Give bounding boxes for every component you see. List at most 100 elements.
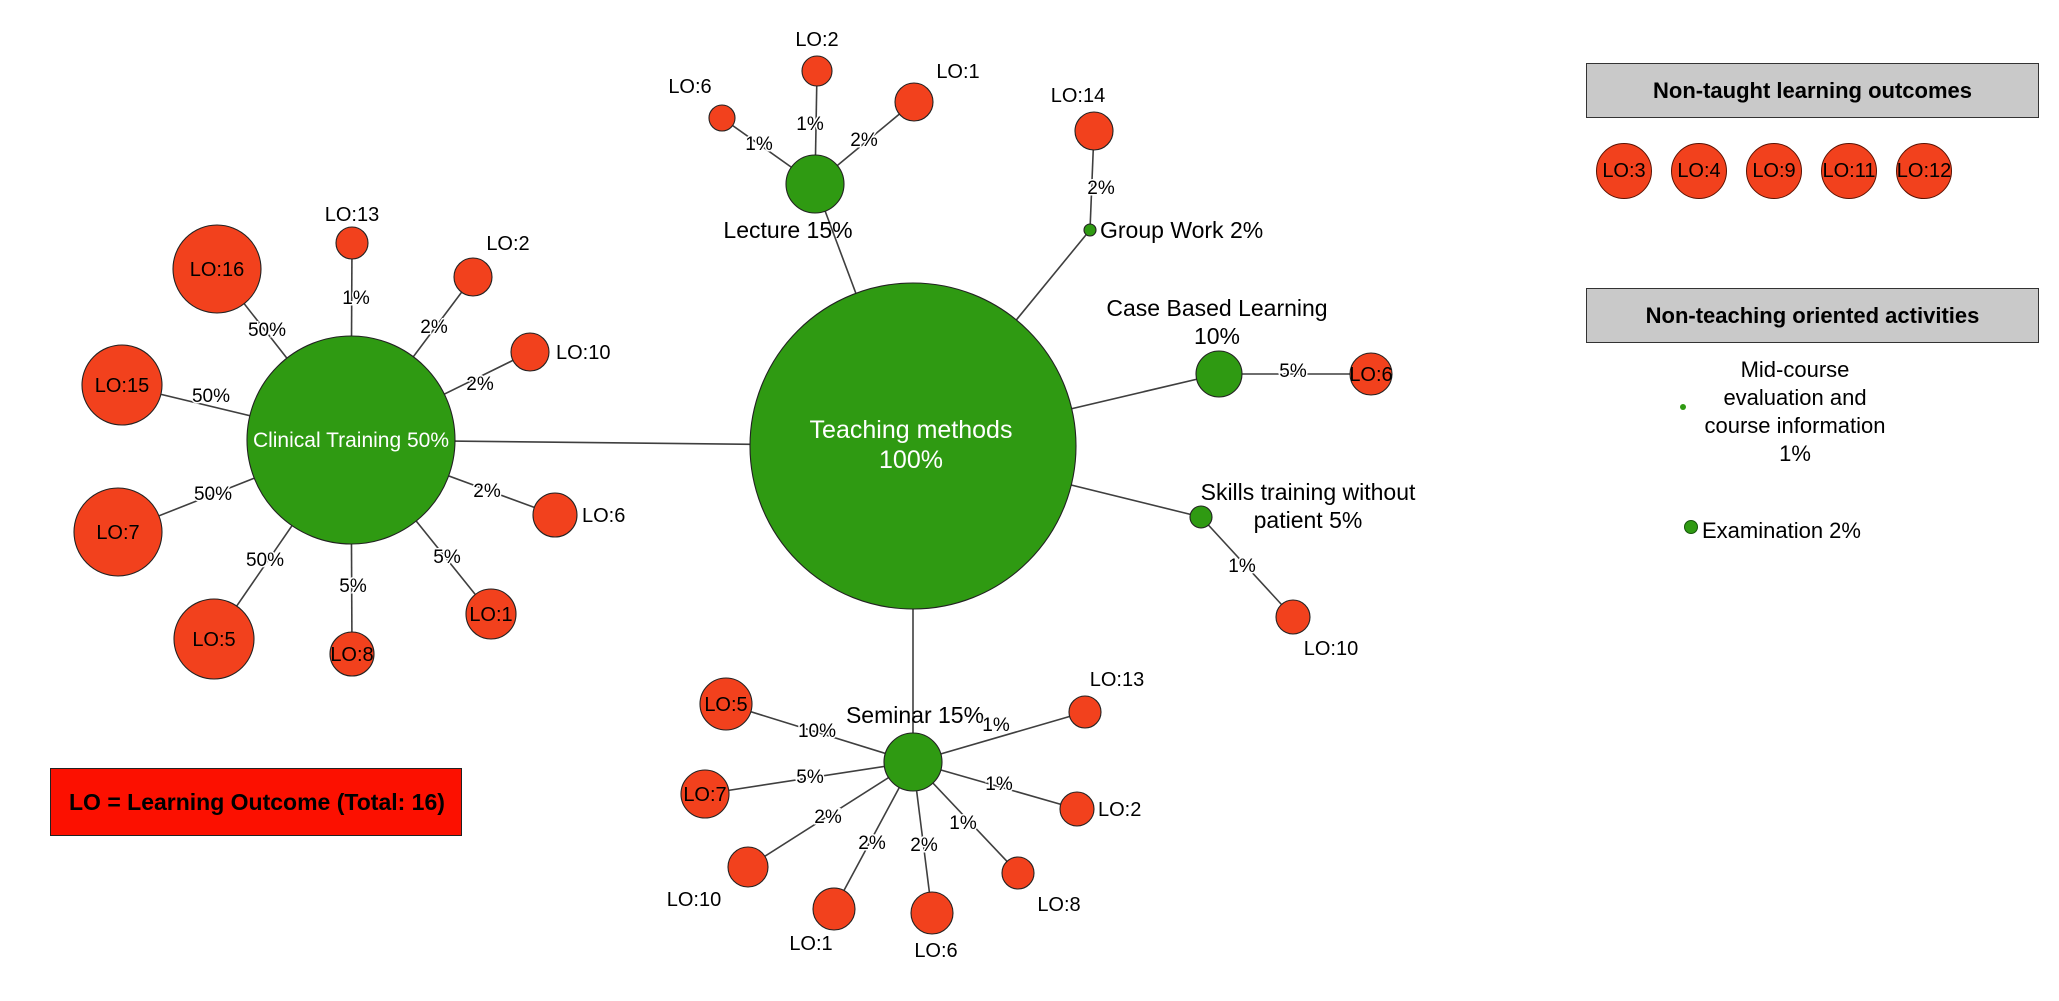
label-case-based-learning: Case Based Learning xyxy=(1106,295,1327,321)
non-taught-outcome: LO:4 xyxy=(1671,143,1727,199)
node-clin-lo13 xyxy=(335,226,369,260)
label-skills-training: patient 5% xyxy=(1254,507,1363,533)
label-sem-lo8: LO:8 xyxy=(1037,894,1080,916)
label-gw-lo14: LO:14 xyxy=(1051,85,1105,107)
edge-label-clinical-training-clin-lo7: 50% xyxy=(194,484,232,505)
label-clin-lo8: LO:8 xyxy=(330,644,373,666)
node-clin-lo15 xyxy=(81,344,163,426)
node-sem-lo1 xyxy=(812,887,856,931)
non-teaching-header: Non-teaching oriented activities xyxy=(1586,288,2039,343)
edge-label-seminar-sem-lo2: 1% xyxy=(985,774,1013,795)
node-clin-lo10 xyxy=(510,332,550,372)
node-clin-lo2 xyxy=(453,257,493,297)
node-sem-lo7 xyxy=(680,769,730,819)
label-sem-lo5: LO:5 xyxy=(704,694,747,716)
node-sem-lo5 xyxy=(699,677,753,731)
node-teaching xyxy=(749,282,1077,610)
non-taught-outcome: LO:9 xyxy=(1746,143,1802,199)
label-clin-lo15: LO:15 xyxy=(95,375,149,397)
edge-label-seminar-sem-lo5: 10% xyxy=(798,721,836,742)
label-teaching: Teaching methods xyxy=(810,416,1013,444)
edge-seminar-sem-lo10 xyxy=(747,761,914,868)
edge-label-seminar-sem-lo13: 1% xyxy=(982,715,1010,736)
legend-box: LO = Learning Outcome (Total: 16) xyxy=(50,768,462,836)
edge-label-clinical-training-clin-lo13: 1% xyxy=(342,288,370,309)
label-group-work: Group Work 2% xyxy=(1100,217,1263,243)
label-clin-lo1: LO:1 xyxy=(469,604,512,626)
node-lect-lo6 xyxy=(708,104,736,132)
non-taught-outcome: LO:12 xyxy=(1896,143,1952,199)
node-lect-lo1 xyxy=(894,82,934,122)
edge-label-clinical-training-clin-lo2: 2% xyxy=(420,317,448,338)
edge-label-seminar-sem-lo8: 1% xyxy=(949,813,977,834)
edge-label-seminar-sem-lo10: 2% xyxy=(814,807,842,828)
label-sem-lo13: LO:13 xyxy=(1090,669,1144,691)
examination-dot-icon xyxy=(1684,520,1698,534)
label-seminar: Seminar 15% xyxy=(846,702,984,728)
node-clin-lo8 xyxy=(329,631,375,677)
non-taught-outcome: LO:11 xyxy=(1821,143,1877,199)
label-cbl-lo6: LO:6 xyxy=(1349,364,1392,386)
label-sem-lo6: LO:6 xyxy=(914,940,957,962)
edge-label-seminar-sem-lo6: 2% xyxy=(910,835,938,856)
edge-label-seminar-sem-lo1: 2% xyxy=(858,833,886,854)
node-skills-lo10 xyxy=(1275,599,1311,635)
node-lecture xyxy=(785,154,845,214)
edge-seminar-sem-lo13 xyxy=(912,711,1086,763)
node-case-based-learning xyxy=(1195,350,1243,398)
node-cbl-lo6 xyxy=(1349,352,1393,396)
label-sem-lo10: LO:10 xyxy=(667,889,721,911)
node-sem-lo2 xyxy=(1059,791,1095,827)
examination-label: Examination 2% xyxy=(1702,518,1861,543)
label-clin-lo16: LO:16 xyxy=(190,259,244,281)
label-skills-training: Skills training without xyxy=(1201,479,1416,505)
node-clin-lo6 xyxy=(532,492,578,538)
node-sem-lo10 xyxy=(727,846,769,888)
non-taught-header: Non-taught learning outcomes xyxy=(1586,63,2039,118)
label-lect-lo2: LO:2 xyxy=(795,29,838,51)
edge-seminar-sem-lo5 xyxy=(725,703,914,763)
label-case-based-learning: 10% xyxy=(1194,323,1240,349)
node-clinical-training xyxy=(246,335,456,545)
label-sem-lo7: LO:7 xyxy=(683,784,726,806)
node-lect-lo2 xyxy=(801,55,833,87)
node-gw-lo14 xyxy=(1074,111,1114,151)
node-clin-lo1 xyxy=(465,588,517,640)
label-sem-lo2: LO:2 xyxy=(1098,799,1141,821)
node-clin-lo7 xyxy=(73,487,163,577)
edge-seminar-sem-lo7 xyxy=(704,761,914,795)
edge-label-clinical-training-clin-lo10: 2% xyxy=(466,374,494,395)
edge-label-lecture-lect-lo1: 2% xyxy=(850,130,878,151)
node-sem-lo13 xyxy=(1068,695,1102,729)
edge-label-lecture-lect-lo2: 1% xyxy=(796,114,824,135)
label-clin-lo6: LO:6 xyxy=(582,505,625,527)
edge-label-clinical-training-clin-lo6: 2% xyxy=(473,481,501,502)
label-clin-lo2: LO:2 xyxy=(486,233,529,255)
label-clinical-training: Clinical Training 50% xyxy=(253,429,449,452)
edge-label-clinical-training-clin-lo15: 50% xyxy=(192,386,230,407)
label-teaching: 100% xyxy=(879,446,943,474)
node-clin-lo16 xyxy=(172,224,262,314)
non-taught-outcome: LO:3 xyxy=(1596,143,1652,199)
edge-label-clinical-training-clin-lo5: 50% xyxy=(246,550,284,571)
non-taught-outcomes-row: LO:3 LO:4 LO:9 LO:11 LO:12 xyxy=(1596,143,1952,199)
label-lect-lo1: LO:1 xyxy=(936,61,979,83)
edge-skills-training-skills-lo10 xyxy=(1200,516,1294,618)
node-clin-lo5 xyxy=(173,598,255,680)
mid-course-label: Mid-course evaluation and course informa… xyxy=(1704,357,1886,466)
label-lecture: Lecture 15% xyxy=(723,217,852,243)
node-skills-training xyxy=(1189,505,1213,529)
node-group-work xyxy=(1083,223,1097,237)
node-seminar xyxy=(883,732,943,792)
mid-course-dot-icon xyxy=(1680,404,1686,410)
label-sem-lo1: LO:1 xyxy=(789,933,832,955)
label-clin-lo13: LO:13 xyxy=(325,204,379,226)
edge-label-clinical-training-clin-lo16: 50% xyxy=(248,320,286,341)
label-lect-lo6: LO:6 xyxy=(668,76,711,98)
edge-label-clinical-training-clin-lo8: 5% xyxy=(339,576,367,597)
edge-label-clinical-training-clin-lo1: 5% xyxy=(433,547,461,568)
label-clin-lo10: LO:10 xyxy=(556,342,610,364)
label-clin-lo7: LO:7 xyxy=(96,522,139,544)
